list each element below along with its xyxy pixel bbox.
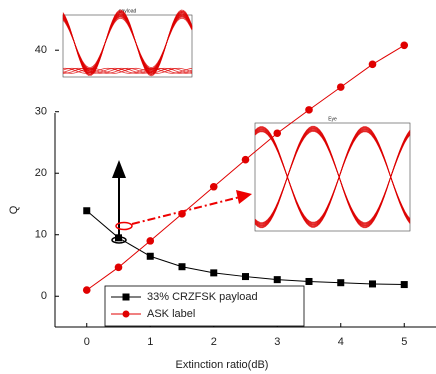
chart: Extinction ratio(dB) Q 010203040012345pa… <box>0 0 436 374</box>
marker <box>401 281 408 288</box>
arrow <box>132 197 240 224</box>
marker <box>337 83 345 91</box>
marker <box>273 129 281 137</box>
marker <box>83 207 90 214</box>
marker <box>369 61 377 69</box>
marker <box>242 273 249 280</box>
marker <box>305 106 313 114</box>
marker <box>179 263 186 270</box>
legend-label: 33% CRZFSK payload <box>147 291 258 303</box>
arrow-head <box>236 190 252 204</box>
x-tick-label: 1 <box>147 336 153 348</box>
inset-title: Eye <box>328 116 337 122</box>
inset-frame <box>255 123 410 231</box>
x-axis-label: Extinction ratio(dB) <box>176 359 269 371</box>
y-axis-label: Q <box>8 205 20 214</box>
marker <box>83 286 91 294</box>
marker <box>306 278 313 285</box>
x-tick-label: 3 <box>274 336 280 348</box>
arrow-head <box>112 160 126 178</box>
marker <box>337 279 344 286</box>
marker <box>146 237 154 245</box>
y-tick-label: 30 <box>35 106 47 118</box>
x-tick-label: 5 <box>401 336 407 348</box>
marker <box>210 183 218 191</box>
marker <box>369 280 376 287</box>
y-tick-label: 0 <box>41 290 47 302</box>
x-tick-label: 2 <box>211 336 217 348</box>
marker <box>242 156 250 164</box>
x-tick-label: 0 <box>84 336 90 348</box>
y-tick-label: 40 <box>35 44 47 56</box>
legend-marker <box>123 311 130 318</box>
marker <box>147 253 154 260</box>
legend-marker <box>123 294 130 301</box>
marker <box>210 269 217 276</box>
marker <box>115 264 123 272</box>
y-tick-label: 20 <box>35 167 47 179</box>
marker <box>400 41 408 49</box>
legend-label: ASK label <box>147 308 195 320</box>
y-tick-label: 10 <box>35 229 47 241</box>
x-tick-label: 4 <box>338 336 344 348</box>
marker <box>274 276 281 283</box>
